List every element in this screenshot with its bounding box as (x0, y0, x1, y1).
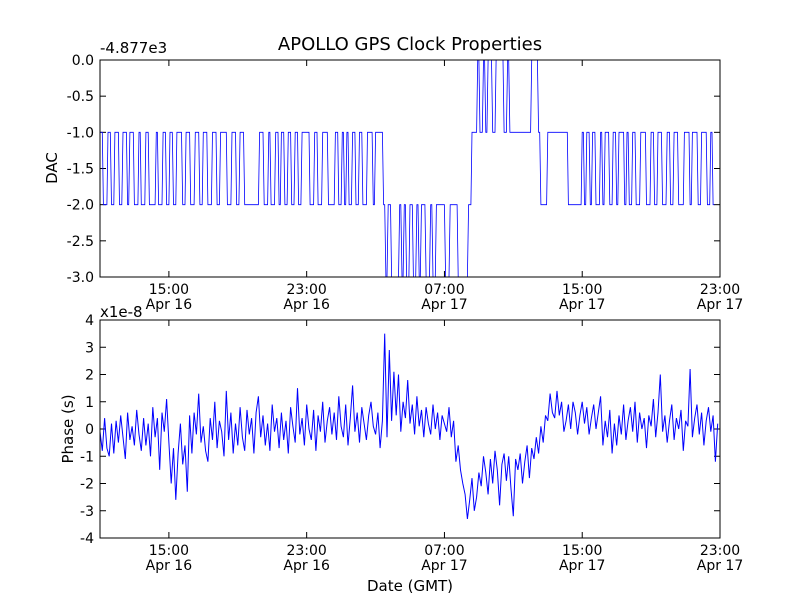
phase-axes-frame (99, 319, 721, 539)
dac-ytick-label: -3.0 (67, 270, 94, 286)
phase-ytick-label: -4 (80, 531, 94, 547)
phase-xlabel: Date (GMT) (367, 577, 453, 595)
phase-series-line (99, 333, 719, 519)
dac-ytick-label: -1.5 (67, 162, 94, 178)
phase-xtick-date-label: Apr 16 (283, 558, 330, 574)
phase-xtick-time-label: 23:00 (700, 543, 740, 559)
phase-ytick-label: -3 (80, 504, 94, 520)
dac-axes-frame (99, 59, 721, 278)
phase-ytick-label: 4 (85, 313, 94, 329)
phase-y-ticks: -4 -3 -2 -1 0 1 2 3 4 (80, 313, 720, 547)
phase-ytick-label: 0 (85, 422, 94, 438)
dac-ytick-label: 0.0 (72, 53, 94, 69)
dac-xtick-time-label: 15:00 (562, 282, 602, 298)
dac-xtick-date-label: Apr 17 (697, 297, 743, 313)
phase-xtick-date-label: Apr 17 (697, 558, 743, 574)
phase-ytick-label: 3 (85, 340, 94, 356)
dac-y-ticks: -3.0 -2.5 -2.0 -1.5 -1.0 -0.5 0.0 (67, 53, 720, 286)
phase-xtick-time-label: 23:00 (286, 543, 326, 559)
phase-offset-text: x1e-8 (100, 303, 143, 321)
phase-ytick-label: -1 (80, 449, 94, 465)
phase-xtick-time-label: 15:00 (149, 543, 189, 559)
phase-ytick-label: -2 (80, 477, 94, 493)
phase-ytick-label: 1 (85, 395, 94, 411)
dac-offset-text: -4.877e3 (100, 39, 167, 57)
phase-xtick-date-label: Apr 17 (421, 558, 467, 574)
dac-ylabel: DAC (43, 152, 61, 184)
dac-xtick-time-label: 23:00 (286, 282, 326, 298)
dac-xtick-date-label: Apr 16 (283, 297, 330, 313)
phase-ytick-label: 2 (85, 368, 94, 384)
phase-ylabel: Phase (s) (59, 394, 77, 463)
dac-ytick-label: -2.0 (67, 198, 94, 214)
phase-xtick-time-label: 15:00 (562, 543, 602, 559)
dac-xtick-date-label: Apr 16 (146, 297, 193, 313)
dac-xtick-date-label: Apr 17 (421, 297, 467, 313)
dac-ytick-label: -2.5 (67, 234, 94, 250)
dac-subplot: -4.877e3 DAC -3.0 -2.5 -2.0 -1.5 -1.0 -0.5 0.0… (43, 39, 743, 313)
phase-xtick-date-label: Apr 16 (146, 558, 193, 574)
dac-xtick-date-label: Apr 17 (559, 297, 605, 313)
dac-xtick-time-label: 07:00 (424, 282, 464, 298)
dac-plot-area (100, 60, 720, 277)
dac-xtick-time-label: 15:00 (149, 282, 189, 298)
chart-title: APOLLO GPS Clock Properties (278, 34, 542, 55)
dac-ytick-label: -1.0 (67, 125, 94, 141)
dac-xtick-time-label: 23:00 (700, 282, 740, 298)
phase-xtick-time-label: 07:00 (424, 543, 464, 559)
phase-xtick-date-label: Apr 17 (559, 558, 605, 574)
dac-ytick-label: -0.5 (67, 89, 94, 105)
